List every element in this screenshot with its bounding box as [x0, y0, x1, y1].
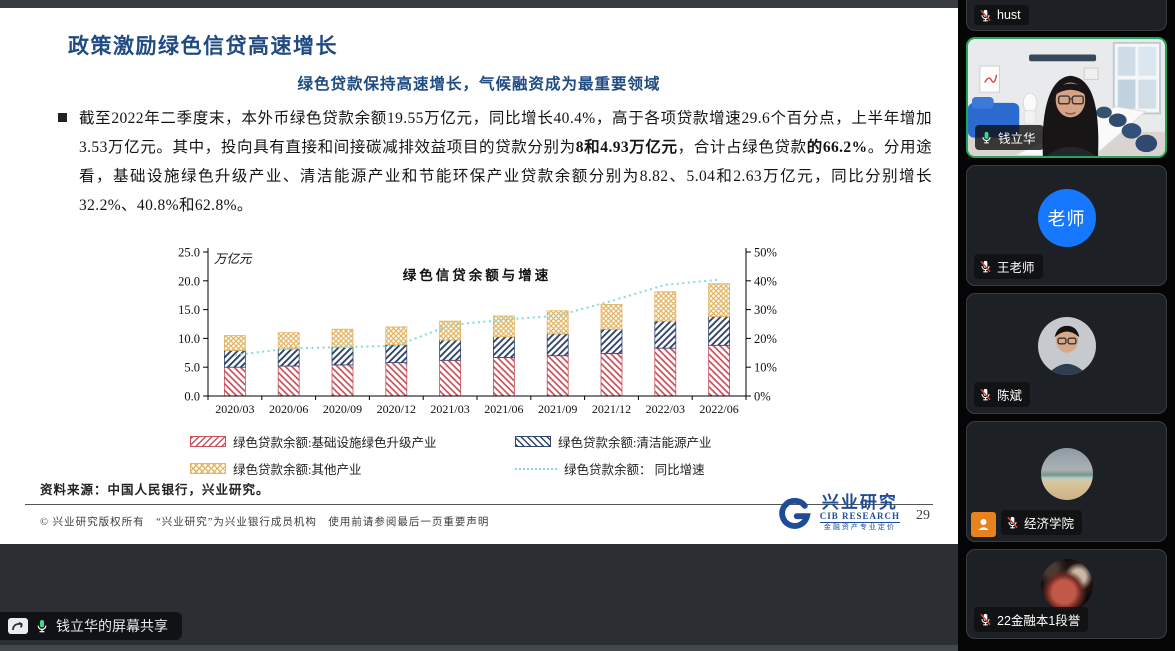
- svg-text:20%: 20%: [754, 332, 777, 346]
- logo-text: 兴业研究 CIB RESEARCH 金融资产专业定价: [819, 493, 900, 532]
- cib-research-logo: 兴业研究 CIB RESEARCH 金融资产专业定价: [776, 494, 900, 532]
- svg-text:2021/06: 2021/06: [484, 402, 523, 416]
- legend-item-infrastructure: 绿色贷款余额:基础设施绿色升级产业: [190, 432, 515, 451]
- mic-muted-icon: [1007, 516, 1018, 529]
- svg-text:2022/03: 2022/03: [646, 402, 685, 416]
- dotted-line-swatch-icon: [515, 467, 557, 470]
- svg-text:2020/06: 2020/06: [269, 402, 308, 416]
- participant-tile-duanyu[interactable]: 22金融本1段誉: [966, 549, 1167, 639]
- participant-tile-hust[interactable]: hust: [966, 0, 1167, 31]
- svg-text:20.0: 20.0: [178, 274, 200, 288]
- screen-share-icon: [8, 618, 28, 634]
- svg-text:25.0: 25.0: [178, 246, 200, 260]
- logo-tagline: 金融资产专业定价: [823, 523, 896, 532]
- legend-label: 绿色贷款余额:其他产业: [233, 463, 362, 477]
- legend-item-growth-line: 绿色贷款余额： 同比增速: [515, 459, 804, 478]
- svg-text:0.0: 0.0: [184, 390, 200, 404]
- participant-name: 钱立华: [998, 132, 1036, 146]
- mic-muted-icon: [980, 613, 991, 626]
- svg-text:10%: 10%: [754, 361, 777, 375]
- svg-text:10.0: 10.0: [178, 332, 200, 346]
- cib-swirl-icon: [778, 497, 811, 529]
- svg-text:2020/12: 2020/12: [377, 402, 416, 416]
- mic-muted-icon: [980, 9, 991, 21]
- svg-text:40%: 40%: [754, 274, 777, 288]
- avatar: [1037, 317, 1096, 376]
- svg-text:30%: 30%: [754, 303, 777, 317]
- participant-name-chip: hust: [974, 5, 1029, 25]
- navy-hatch-swatch-icon: [515, 436, 551, 447]
- logo-cn: 兴业研究: [821, 493, 898, 512]
- slide-subtitle: 绿色贷款保持高速增长，气候融资成为最重要领域: [297, 76, 661, 93]
- red-hatch-swatch-icon: [190, 436, 226, 447]
- mic-active-icon: [37, 620, 47, 633]
- logo-en: CIB RESEARCH: [819, 511, 900, 524]
- participant-name-chip: 钱立华: [975, 125, 1044, 150]
- chart-legend: 绿色贷款余额:基础设施绿色升级产业 绿色贷款余额:清洁能源产业 绿色贷款余额:其…: [190, 432, 804, 478]
- bullet-seg1: 截至2022年二季度末，本外币绿色贷款余额19.55万亿元，同比增长40.4%，…: [79, 110, 932, 156]
- legend-item-other: 绿色贷款余额:其他产业: [190, 459, 515, 478]
- presentation-slide: 政策激励绿色信贷高速增长 绿色贷款保持高速增长，气候融资成为最重要领域 截至20…: [0, 8, 958, 544]
- bullet-text: 截至2022年二季度末，本外币绿色贷款余额19.55万亿元，同比增长40.4%，…: [79, 104, 932, 220]
- svg-text:万亿元: 万亿元: [214, 252, 253, 266]
- svg-text:2020/09: 2020/09: [323, 402, 362, 416]
- participant-tile-qianlihua[interactable]: 钱立华: [966, 37, 1167, 158]
- slide-bullet: 截至2022年二季度末，本外币绿色贷款余额19.55万亿元，同比增长40.4%，…: [58, 104, 932, 220]
- svg-text:2020/03: 2020/03: [215, 402, 254, 416]
- mic-muted-icon: [980, 260, 991, 273]
- page-number: 29: [916, 508, 930, 523]
- legend-item-clean-energy: 绿色贷款余额:清洁能源产业: [515, 432, 804, 451]
- participant-name-chip: 经济学院: [1001, 510, 1083, 535]
- gold-crosshatch-swatch-icon: [190, 463, 226, 474]
- bullet-seg2: ，合计占绿色贷款: [677, 139, 807, 156]
- footer-divider: [25, 504, 933, 505]
- legend-label: 绿色贷款余额： 同比增速: [564, 463, 705, 477]
- svg-text:2022/06: 2022/06: [699, 402, 738, 416]
- data-source-note: 资料来源：中国人民银行，兴业研究。: [40, 483, 270, 497]
- participant-tile-wanglaoshi[interactable]: 老师 陈斌 王老师: [966, 165, 1167, 286]
- participants-sidebar: hust: [958, 0, 1175, 651]
- bullet-square-icon: [58, 113, 67, 122]
- participant-name: hust: [997, 8, 1021, 22]
- participant-name-chip: 陈斌: [974, 382, 1031, 407]
- participant-name: 22金融本1段誉: [997, 614, 1081, 628]
- svg-text:2021/09: 2021/09: [538, 402, 577, 416]
- avatar: [1040, 559, 1093, 612]
- slide-title: 政策激励绿色信贷高速增长: [68, 34, 338, 58]
- bullet-seg3: 。分用途看，基础设施绿色升级产业、清洁能源产业和节能环保产业贷款余额分别为8.8…: [79, 139, 933, 214]
- copyright-note: © 兴业研究版权所有 “兴业研究”为兴业银行成员机构 使用前请参阅最后一页重要声…: [40, 517, 490, 528]
- svg-text:5.0: 5.0: [184, 361, 200, 375]
- bullet-bold1: 8和4.93万亿元: [575, 139, 678, 156]
- avatar-text: 老师: [1047, 209, 1086, 230]
- avatar: 老师: [1037, 189, 1096, 248]
- participant-name-chip: 22金融本1段誉: [974, 607, 1089, 632]
- svg-text:2021/03: 2021/03: [430, 402, 469, 416]
- participant-name: 陈斌: [997, 389, 1023, 403]
- svg-text:50%: 50%: [754, 246, 777, 260]
- shared-screen-area: 政策激励绿色信贷高速增长 绿色贷款保持高速增长，气候融资成为最重要领域 截至20…: [0, 0, 958, 651]
- green-credit-chart: 绿色信贷余额与增速 万亿元 2020/03 2020/06 2020/09 2020/12…: [178, 246, 777, 417]
- svg-text:2021/12: 2021/12: [592, 402, 631, 416]
- avatar: [1040, 448, 1093, 501]
- participant-name: 经济学院: [1024, 517, 1075, 531]
- screen-share-banner[interactable]: 钱立华的屏幕共享: [0, 612, 182, 640]
- participant-tile-chenbin[interactable]: 陈斌: [966, 293, 1167, 414]
- mic-muted-icon: [980, 388, 991, 401]
- svg-text:0%: 0%: [754, 390, 771, 404]
- host-badge-icon: [971, 512, 996, 537]
- participant-tile-jingjixueyuan[interactable]: 经济学院: [966, 421, 1167, 542]
- legend-label: 绿色贷款余额:基础设施绿色升级产业: [233, 436, 437, 450]
- top-strip: [0, 0, 958, 8]
- participant-name-chip: 陈斌 王老师: [974, 254, 1043, 279]
- participant-name: 王老师: [997, 261, 1035, 275]
- legend-label: 绿色贷款余额:清洁能源产业: [558, 436, 712, 450]
- mic-active-icon: [982, 131, 991, 144]
- bottom-strip: [0, 645, 958, 651]
- svg-text:15.0: 15.0: [178, 303, 200, 317]
- share-banner-label: 钱立华的屏幕共享: [56, 618, 168, 634]
- green-credit-chart-block: 绿色信贷余额与增速 万亿元 2020/03 2020/06 2020/09 2020/12…: [156, 236, 804, 478]
- svg-text:绿色信贷余额与增速: 绿色信贷余额与增速: [403, 267, 552, 283]
- bullet-bold2: 的66.2%: [806, 139, 868, 156]
